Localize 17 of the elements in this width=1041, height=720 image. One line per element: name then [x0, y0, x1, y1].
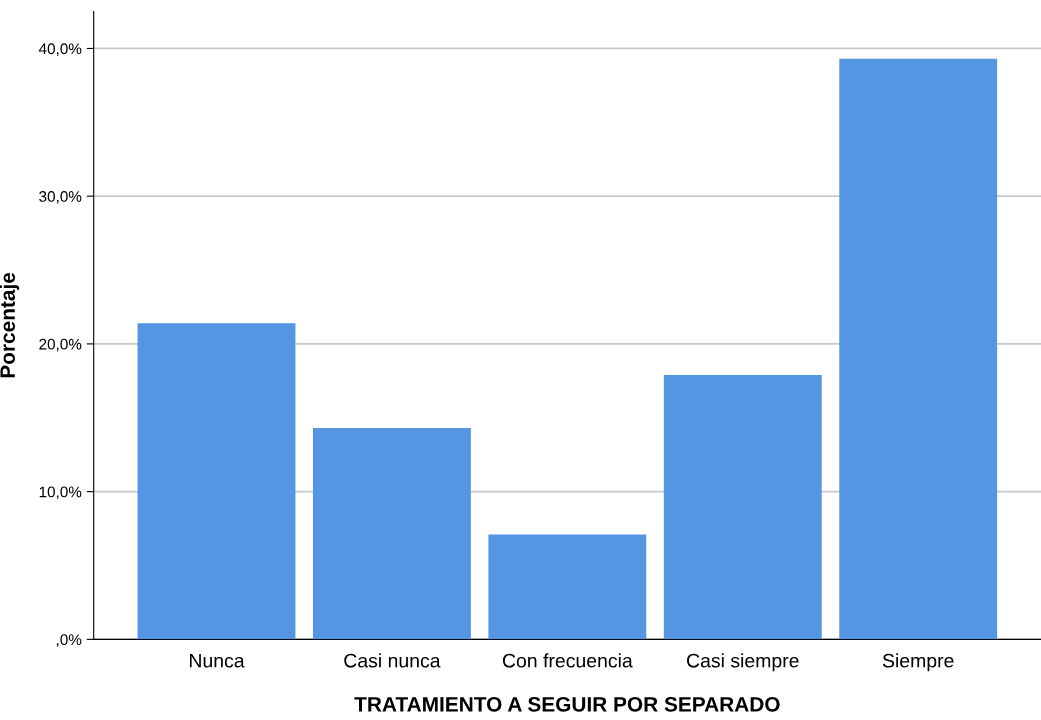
y-tick-label: 20,0% [39, 338, 82, 352]
y-tick-label: 30,0% [39, 191, 82, 204]
y-axis-title: Porcentaje [0, 272, 20, 378]
y-tick-label: 10,0% [39, 486, 82, 500]
x-tick-label: Nunca [189, 653, 245, 668]
bar [663, 374, 822, 640]
bar [312, 428, 471, 640]
x-tick-label: Siempre [882, 653, 954, 672]
bar [839, 58, 998, 640]
x-tick-label: Casi nunca [344, 653, 441, 668]
bar [137, 323, 296, 640]
bar [488, 534, 647, 640]
y-tick-label: ,0% [56, 634, 82, 647]
x-tick-label: Casi siempre [687, 653, 799, 672]
x-axis-title: TRATAMIENTO A SEGUIR POR SEPARADO [354, 696, 780, 712]
y-tick-label: 40,0% [38, 43, 82, 56]
x-tick-label: Con frecuencia [502, 653, 633, 668]
